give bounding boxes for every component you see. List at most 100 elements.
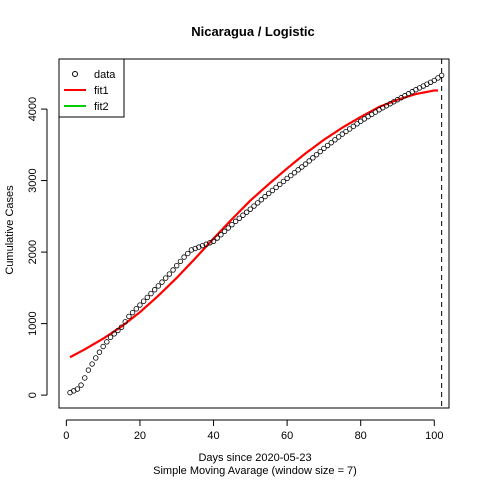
data-point: [269, 187, 276, 194]
data-point: [199, 242, 206, 249]
data-point: [431, 77, 437, 84]
data-point: [214, 235, 220, 241]
data-point: [273, 184, 279, 191]
data-point: [346, 126, 353, 132]
x-tick-label: 60: [281, 430, 293, 442]
data-point: [78, 382, 84, 388]
data-point: [218, 231, 224, 238]
data-point: [243, 209, 250, 215]
data-point: [203, 241, 209, 247]
data-point: [266, 190, 272, 197]
data-point: [321, 145, 327, 152]
y-tick-label: 0: [27, 392, 39, 398]
data-point: [188, 247, 195, 253]
data-point: [181, 254, 187, 260]
data-point: [332, 137, 338, 143]
data-point: [299, 164, 305, 170]
fit1-line: [69, 89, 438, 359]
data-point: [240, 212, 246, 218]
data-point: [74, 386, 81, 392]
y-axis: 0 1000 2000 3000 4000: [27, 97, 48, 398]
data-point: [133, 306, 139, 312]
data-point: [284, 175, 290, 182]
x-axis: 0 20 40 60 80 100: [63, 419, 443, 442]
data-point: [229, 221, 235, 228]
legend-label-fit2: fit2: [94, 101, 109, 113]
data-point: [192, 245, 198, 252]
y-axis-label: Cumulative Cases: [4, 185, 16, 275]
data-point: [122, 319, 128, 325]
data-point: [159, 279, 165, 285]
plot-area: [67, 59, 445, 408]
legend: data fit1 fit2: [58, 58, 125, 118]
data-point: [335, 134, 342, 140]
data-point: [85, 367, 92, 373]
y-tick-label: 4000: [27, 97, 39, 121]
legend-label-data: data: [94, 69, 116, 81]
data-point: [280, 178, 287, 185]
data-point: [435, 75, 441, 81]
data-point: [129, 309, 136, 316]
data-point: [251, 203, 257, 209]
data-point: [89, 361, 95, 367]
data-point: [232, 218, 239, 225]
data-point: [140, 298, 147, 304]
data-point: [107, 334, 114, 340]
y-tick-label: 1000: [27, 311, 39, 335]
x-axis-label: Days since 2020-05-23: [198, 452, 311, 464]
x-tick-label: 100: [425, 430, 443, 442]
data-point: [254, 200, 261, 206]
data-point: [258, 197, 265, 203]
data-point: [148, 290, 154, 297]
data-point: [291, 170, 298, 176]
data-point: [155, 283, 162, 289]
data-point: [196, 244, 202, 250]
data-point: [170, 267, 176, 273]
data-point: [166, 271, 173, 277]
data-point: [137, 302, 143, 308]
legend-box: [58, 58, 125, 118]
data-point: [247, 206, 254, 212]
data-point: [151, 287, 158, 293]
data-point: [343, 128, 349, 135]
x-tick-label: 80: [355, 430, 367, 442]
x-tick-label: 40: [207, 430, 219, 442]
data-point: [328, 139, 334, 146]
data-point: [185, 250, 191, 257]
data-point: [310, 155, 316, 161]
data-point: [118, 324, 125, 330]
legend-label-fit1: fit1: [94, 85, 109, 97]
x-tick-label: 20: [134, 430, 146, 442]
plot-frame: [58, 58, 450, 409]
data-point: [177, 258, 184, 265]
legend-symbol-data: [72, 71, 78, 77]
data-point: [111, 331, 117, 337]
data-point: [210, 238, 217, 245]
data-point: [317, 148, 323, 155]
data-point: [174, 262, 180, 269]
data-point: [306, 158, 312, 164]
data-point: [82, 375, 88, 381]
x-axis-sublabel: Simple Moving Avarage (window size = 7): [153, 465, 357, 477]
data-point: [221, 228, 228, 235]
data-point: [354, 121, 360, 127]
data-point: [288, 172, 294, 179]
data-point: [162, 275, 169, 281]
data-point: [100, 343, 106, 350]
data-point: [96, 349, 103, 355]
x-tick-label: 0: [63, 430, 69, 442]
y-tick-label: 3000: [27, 168, 39, 192]
data-point: [126, 313, 132, 320]
data-point: [144, 294, 150, 301]
data-point: [262, 193, 268, 200]
data-point: [324, 142, 331, 149]
data-point: [350, 123, 357, 130]
data-point: [236, 215, 242, 221]
data-point: [93, 355, 99, 361]
chart-title: Nicaragua / Logistic: [191, 24, 315, 39]
data-point: [302, 161, 309, 167]
y-tick-label: 2000: [27, 240, 39, 264]
data-point: [104, 339, 110, 345]
data-point: [277, 181, 283, 188]
